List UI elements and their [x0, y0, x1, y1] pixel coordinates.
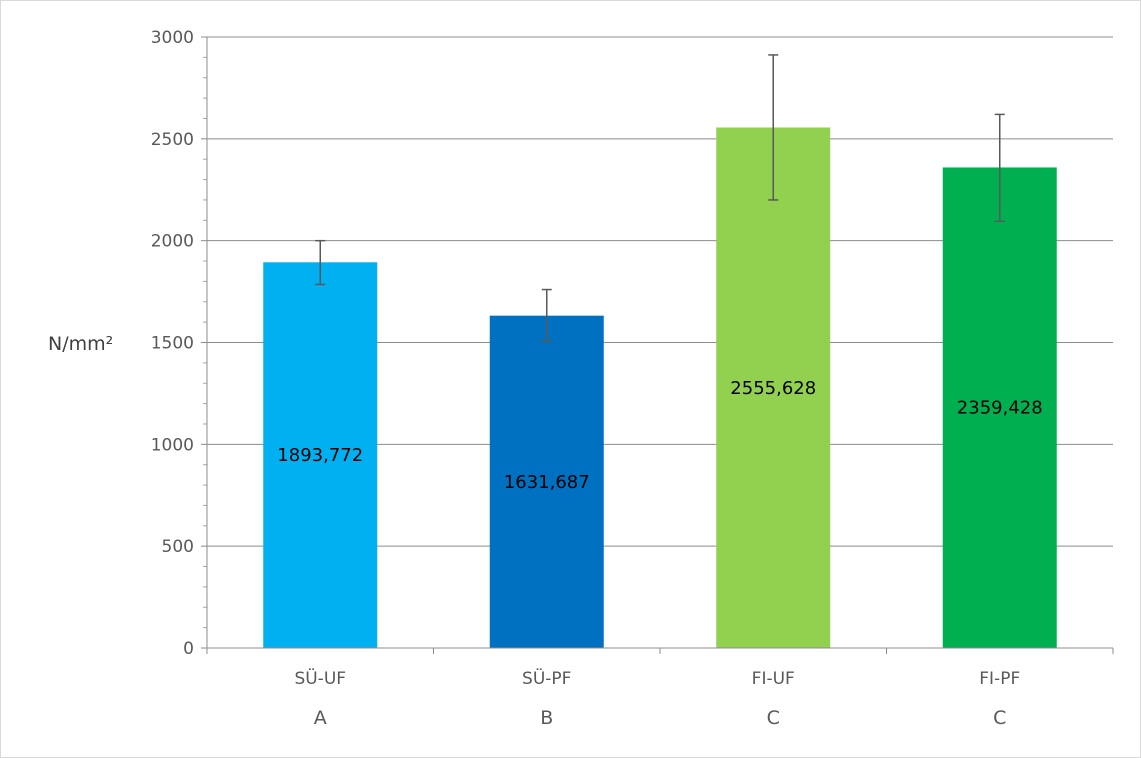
y-tick-label: 1500 [151, 334, 194, 354]
error-bars [315, 54, 1005, 343]
x-axis: SÜ-UF A SÜ-PF B FI-UF C FI-PF C [206, 647, 1114, 729]
data-labels: 1893,772 1631,687 2555,628 2359,428 [277, 378, 1042, 493]
y-tick-label: 3000 [151, 28, 194, 48]
data-label: 1631,687 [504, 472, 590, 493]
y-tick-label: 2000 [151, 232, 194, 252]
x-tick-label: FI-PF [979, 669, 1020, 689]
bars [263, 127, 1057, 648]
bar-sü-pf [489, 315, 604, 648]
x-tick-label: SÜ-UF [294, 667, 346, 689]
x-tick-label: FI-UF [752, 669, 795, 689]
bar-fi-pf [942, 167, 1057, 648]
y-axis: 0 500 1000 1500 2000 2500 3000 [151, 28, 208, 659]
data-label: 2555,628 [730, 378, 816, 399]
x-tick-label: SÜ-PF [522, 667, 571, 689]
group-label: B [540, 707, 553, 729]
data-label: 1893,772 [277, 445, 363, 466]
group-label: C [993, 707, 1006, 729]
y-axis-label: N/mm² [48, 333, 113, 355]
data-label: 2359,428 [957, 398, 1043, 419]
bar-sü-uf [263, 262, 378, 648]
group-label: A [314, 707, 327, 729]
y-tick-label: 2500 [151, 130, 194, 150]
y-tick-label: 500 [162, 537, 194, 557]
group-label: C [767, 707, 780, 729]
y-tick-label: 1000 [151, 435, 194, 455]
y-tick-label: 0 [183, 639, 194, 659]
bar-fi-uf [716, 127, 831, 648]
